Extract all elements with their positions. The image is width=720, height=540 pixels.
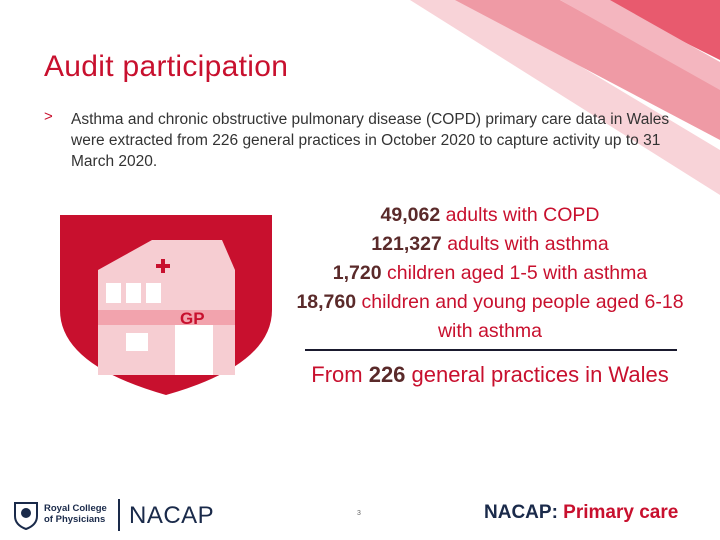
nacap-word: NACAP — [484, 502, 552, 523]
stat-text: adults with asthma — [441, 233, 609, 255]
primary-care-word: Primary care — [557, 502, 679, 523]
stat-asthma-young-people: 18,760 children and young people aged 6-… — [290, 288, 690, 346]
from-prefix: From — [311, 362, 369, 387]
bullet-text: Asthma and chronic obstructive pulmonary… — [71, 111, 670, 170]
stat-asthma-children: 1,720 children aged 1-5 with asthma — [290, 259, 690, 288]
divider-line — [305, 349, 677, 351]
bullet-marker: > — [44, 108, 53, 125]
statistics-block: 49,062 adults with COPD 121,327 adults w… — [290, 201, 690, 346]
practices-summary: From 226 general practices in Wales — [300, 359, 680, 391]
footer-divider — [118, 499, 120, 531]
stat-value: 1,720 — [332, 262, 382, 284]
stat-asthma-adults: 121,327 adults with asthma — [290, 230, 690, 259]
page-title: Audit participation — [44, 50, 289, 83]
stat-value: 49,062 — [380, 204, 441, 226]
gp-label: GP — [180, 309, 205, 328]
nacap-logo: NACAP — [129, 502, 215, 529]
stat-text: children aged 1-5 with asthma — [381, 262, 648, 284]
nacap-primary-care-logo: NACAP: Primary care — [484, 502, 678, 524]
rcp-line2: of Physicians — [44, 514, 106, 525]
rcp-crest-icon — [14, 502, 38, 530]
stat-value: 121,327 — [371, 233, 442, 255]
stat-text: children and young people aged 6-18 with… — [356, 291, 684, 342]
rcp-logo-text: Royal College of Physicians — [44, 503, 107, 525]
stat-value: 18,760 — [296, 291, 357, 313]
gp-practice-icon: GP — [60, 215, 272, 395]
rcp-line1: Royal College — [44, 503, 107, 514]
nacap-colon: : — [551, 502, 558, 523]
page-number: 3 — [357, 510, 361, 517]
stat-copd: 49,062 adults with COPD — [290, 201, 690, 230]
from-value: 226 — [368, 362, 406, 387]
from-suffix: general practices in Wales — [405, 362, 669, 387]
stat-text: adults with COPD — [440, 204, 600, 226]
